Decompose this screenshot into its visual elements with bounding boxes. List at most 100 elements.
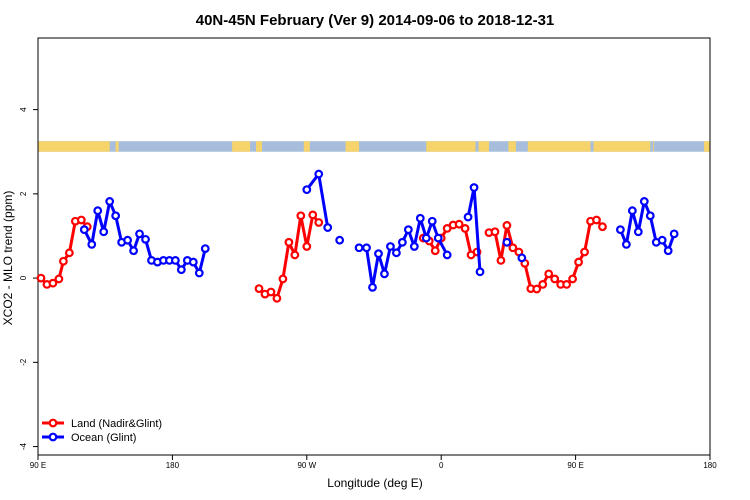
- ocean-data-point: [469, 183, 479, 192]
- ocean-data-point: [99, 227, 109, 237]
- land-data-point: [36, 273, 46, 283]
- ocean-data-point: [639, 197, 649, 206]
- land-data-point: [502, 221, 512, 230]
- y-tick-label: 2: [19, 191, 28, 196]
- surface-band-land: [527, 141, 591, 152]
- ocean-data-point: [87, 239, 97, 249]
- land-data-point: [598, 222, 607, 232]
- ocean-data-point: [463, 212, 473, 222]
- y-tick-label: 4: [19, 107, 28, 112]
- land-data-point: [562, 280, 572, 289]
- chart-title: 40N-45N February (Ver 9) 2014-09-06 to 2…: [196, 12, 555, 29]
- ocean-data-point: [627, 206, 637, 216]
- legend-ocean-label: Ocean (Glint): [71, 432, 136, 444]
- land-data-point: [532, 284, 542, 294]
- ocean-data-point: [415, 213, 425, 223]
- land-series-line: [257, 213, 321, 300]
- ocean-series-line: [618, 199, 676, 253]
- land-data-point: [496, 256, 506, 265]
- ocean-data-point: [645, 211, 655, 221]
- x-tick-label: 90 W: [297, 461, 316, 470]
- x-tick-label: 180: [166, 461, 180, 470]
- y-axis-label: XCO2 - MLO trend (ppm): [1, 191, 15, 326]
- ocean-data-point: [633, 227, 643, 237]
- legend-ocean-marker: [48, 432, 58, 442]
- ocean-data-point: [105, 197, 115, 206]
- land-data-point: [254, 284, 264, 294]
- ocean-data-point: [657, 235, 667, 245]
- ocean-data-point: [200, 244, 210, 254]
- ocean-data-point: [616, 225, 625, 235]
- surface-band-ocean: [38, 141, 710, 152]
- land-data-point: [278, 274, 288, 284]
- land-data-point: [54, 274, 64, 284]
- land-data-point: [48, 278, 58, 288]
- land-data-point: [266, 287, 276, 297]
- land-data-point: [454, 219, 464, 229]
- legend-land-label: Land (Nadir&Glint): [71, 418, 162, 430]
- ocean-data-point: [170, 256, 180, 265]
- land-data-point: [550, 274, 560, 284]
- ocean-data-point: [368, 282, 377, 292]
- ocean-data-point: [135, 229, 144, 239]
- ocean-data-point: [380, 269, 389, 279]
- ocean-data-point: [302, 185, 312, 195]
- land-data-point: [284, 237, 294, 247]
- legend: Land (Nadir&Glint) Ocean (Glint): [42, 418, 162, 444]
- ocean-data-point: [433, 233, 443, 243]
- land-data-point: [592, 215, 601, 225]
- plot-area: 90 E 180 90 W 0 90 E 180 -4 -2 0 2 4: [19, 37, 717, 470]
- ocean-data-point: [123, 235, 132, 245]
- ocean-data-point: [335, 235, 345, 245]
- land-data-point: [460, 223, 470, 233]
- land-data-point: [314, 218, 324, 227]
- ocean-data-point: [663, 246, 673, 256]
- plot-frame: [37, 37, 711, 456]
- ocean-data-point: [194, 268, 204, 278]
- ocean-data-point: [386, 242, 395, 251]
- surface-band-land: [478, 141, 489, 152]
- x-tick-label: 90 E: [30, 461, 46, 470]
- ocean-data-point: [79, 225, 89, 235]
- x-axis-label: Longitude (deg E): [327, 476, 422, 490]
- surface-band-land: [653, 141, 654, 152]
- y-tick-label: -4: [19, 442, 28, 450]
- ocean-data-point: [323, 223, 333, 232]
- ocean-data-point: [427, 216, 437, 226]
- ocean-data-point: [374, 249, 383, 259]
- land-data-point: [508, 243, 518, 253]
- surface-band-land: [593, 141, 651, 152]
- land-data-point: [308, 210, 318, 220]
- ocean-data-point: [502, 237, 512, 247]
- ocean-data-point: [93, 206, 103, 216]
- land-data-point: [568, 274, 578, 284]
- ocean-data-point: [397, 237, 407, 247]
- surface-band-land: [115, 141, 119, 152]
- ocean-data-point: [475, 267, 485, 277]
- x-tick-label: 90 E: [567, 461, 583, 470]
- ocean-data-point: [442, 250, 452, 260]
- ocean-data-point: [669, 229, 679, 239]
- ocean-data-point: [354, 243, 364, 253]
- ocean-data-point: [314, 169, 324, 179]
- surface-band-land: [426, 141, 476, 152]
- ocean-data-point: [403, 225, 413, 235]
- land-data-point: [302, 242, 312, 251]
- land-data-point: [76, 215, 86, 225]
- ocean-data-point: [129, 246, 138, 256]
- x-tick-label: 180: [703, 461, 717, 470]
- ocean-data-point: [362, 243, 371, 253]
- ocean-data-point: [176, 265, 186, 275]
- y-tick-label: 0: [19, 275, 28, 280]
- ocean-data-point: [421, 233, 431, 243]
- land-data-point: [272, 293, 282, 303]
- surface-band-land: [38, 141, 110, 152]
- land-data-point: [430, 246, 440, 256]
- surface-band-land: [232, 141, 251, 152]
- y-tick-label: -2: [19, 358, 28, 366]
- surface-band-land: [256, 141, 262, 152]
- ocean-data-point: [188, 257, 198, 267]
- surface-band-land: [508, 141, 516, 152]
- ocean-data-point: [392, 248, 401, 258]
- land-data-point: [296, 211, 306, 221]
